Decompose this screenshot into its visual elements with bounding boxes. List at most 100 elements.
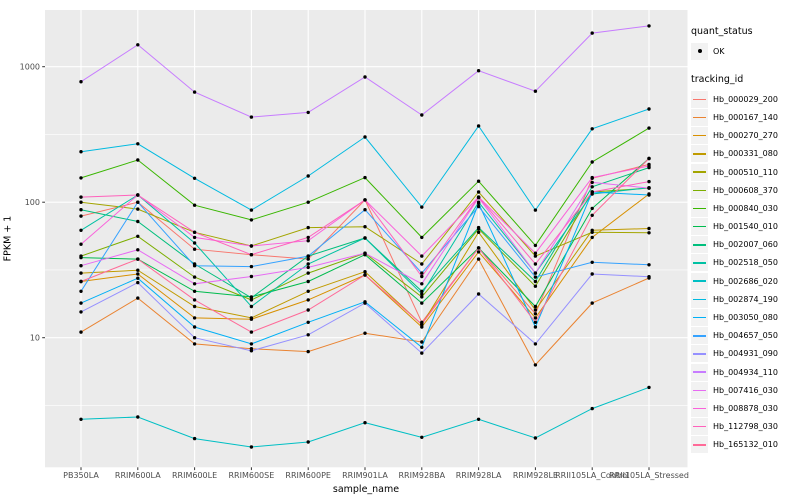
data-point: [476, 204, 481, 209]
data-point: [533, 243, 538, 248]
line-swatch: [693, 353, 706, 355]
data-point: [533, 279, 538, 284]
data-point: [420, 325, 424, 329]
data-point: [306, 289, 310, 293]
data-point: [533, 275, 538, 279]
data-point: [420, 205, 424, 209]
legend-key-line: [691, 345, 708, 363]
data-point: [647, 164, 651, 168]
data-point: [590, 180, 594, 185]
data-point: [647, 263, 651, 267]
data-point: [136, 257, 140, 261]
legend-label: Hb_002874_190: [713, 294, 778, 304]
data-point: [476, 124, 481, 128]
legend-item-Hb_112798_030: Hb_112798_030: [691, 418, 799, 436]
data-point: [249, 244, 254, 248]
x-tick-label: RRIM600SE: [229, 471, 275, 480]
data-point: [647, 156, 651, 161]
data-point: [363, 421, 367, 425]
data-point: [249, 445, 254, 449]
data-point: [79, 271, 83, 275]
y-tick-label: 1000: [20, 62, 40, 71]
line-swatch: [693, 153, 706, 155]
x-tick-label: RRII105LA_Control: [555, 471, 629, 480]
data-point: [363, 301, 367, 305]
data-point: [79, 80, 83, 84]
legend-label: Hb_003050_080: [713, 313, 778, 323]
data-point: [420, 113, 424, 117]
data-point: [79, 255, 83, 260]
legend-item-Hb_000167_140: Hb_000167_140: [691, 108, 799, 126]
data-point: [192, 282, 197, 286]
data-point: [306, 235, 310, 240]
line-swatch: [693, 171, 706, 173]
legend-label: Hb_000608_370: [713, 185, 778, 195]
legend-label: Hb_002518_050: [713, 258, 778, 268]
data-point: [476, 195, 481, 199]
line-swatch: [693, 316, 706, 319]
legend-gap: [691, 60, 799, 74]
legend-key-line: [691, 163, 708, 181]
legend-quant-status-items: OK: [691, 42, 799, 60]
legend-item-Hb_000510_110: Hb_000510_110: [691, 163, 799, 181]
legend-label: Hb_000331_080: [713, 149, 778, 159]
data-point: [533, 363, 538, 367]
data-point: [249, 208, 254, 212]
data-point: [249, 274, 254, 279]
data-point: [79, 279, 83, 284]
legend-label: Hb_002686_020: [713, 276, 778, 286]
legend-key-line: [691, 145, 708, 163]
data-point: [647, 186, 651, 190]
data-point: [533, 308, 538, 312]
legend-item-Hb_008878_030: Hb_008878_030: [691, 399, 799, 417]
data-point: [420, 301, 424, 305]
data-point: [136, 268, 140, 272]
data-point: [79, 301, 83, 305]
data-point: [192, 264, 197, 268]
y-axis-title: FPKM + 1: [2, 215, 14, 262]
data-point: [590, 406, 594, 411]
x-tick-label: RRIM901LA: [342, 471, 388, 480]
data-point: [192, 436, 197, 441]
data-point: [79, 417, 83, 421]
data-point: [590, 235, 594, 240]
legend-item-Hb_165132_010: Hb_165132_010: [691, 436, 799, 454]
data-point: [420, 262, 424, 266]
data-point: [476, 201, 481, 206]
data-point: [79, 330, 83, 334]
legend-label: Hb_112798_030: [713, 422, 778, 432]
data-point: [590, 190, 594, 194]
legend-item-Hb_000029_200: Hb_000029_200: [691, 90, 799, 108]
legend-key-line: [691, 127, 708, 145]
data-point: [249, 296, 254, 300]
x-tick-label: PB350LA: [63, 471, 99, 480]
data-point: [590, 272, 594, 276]
data-point: [306, 298, 310, 302]
data-point: [533, 208, 538, 212]
data-point: [647, 193, 651, 197]
data-point: [136, 200, 140, 204]
legend-item-quant-status: OK: [691, 42, 799, 60]
data-point: [363, 236, 367, 240]
data-point: [306, 225, 310, 230]
line-swatch: [693, 225, 706, 228]
line-swatch: [693, 244, 706, 246]
data-point: [306, 262, 310, 266]
data-point: [306, 271, 310, 275]
data-point: [420, 292, 424, 296]
legend-label: Hb_007416_030: [713, 385, 778, 395]
data-point: [249, 218, 254, 222]
legend-label: Hb_000270_270: [713, 131, 778, 141]
legend-item-Hb_000608_370: Hb_000608_370: [691, 181, 799, 199]
x-tick-label: RRII105LA_Stressed: [609, 471, 689, 480]
x-tick-label: RRIM928LA: [456, 471, 502, 480]
data-point: [590, 230, 594, 234]
data-point: [306, 239, 310, 243]
data-point: [79, 214, 83, 218]
data-point: [192, 203, 197, 207]
data-point: [249, 304, 254, 309]
data-point: [136, 193, 140, 197]
line-swatch: [693, 98, 706, 101]
legend-item-Hb_000270_270: Hb_000270_270: [691, 127, 799, 145]
data-point: [363, 270, 367, 274]
